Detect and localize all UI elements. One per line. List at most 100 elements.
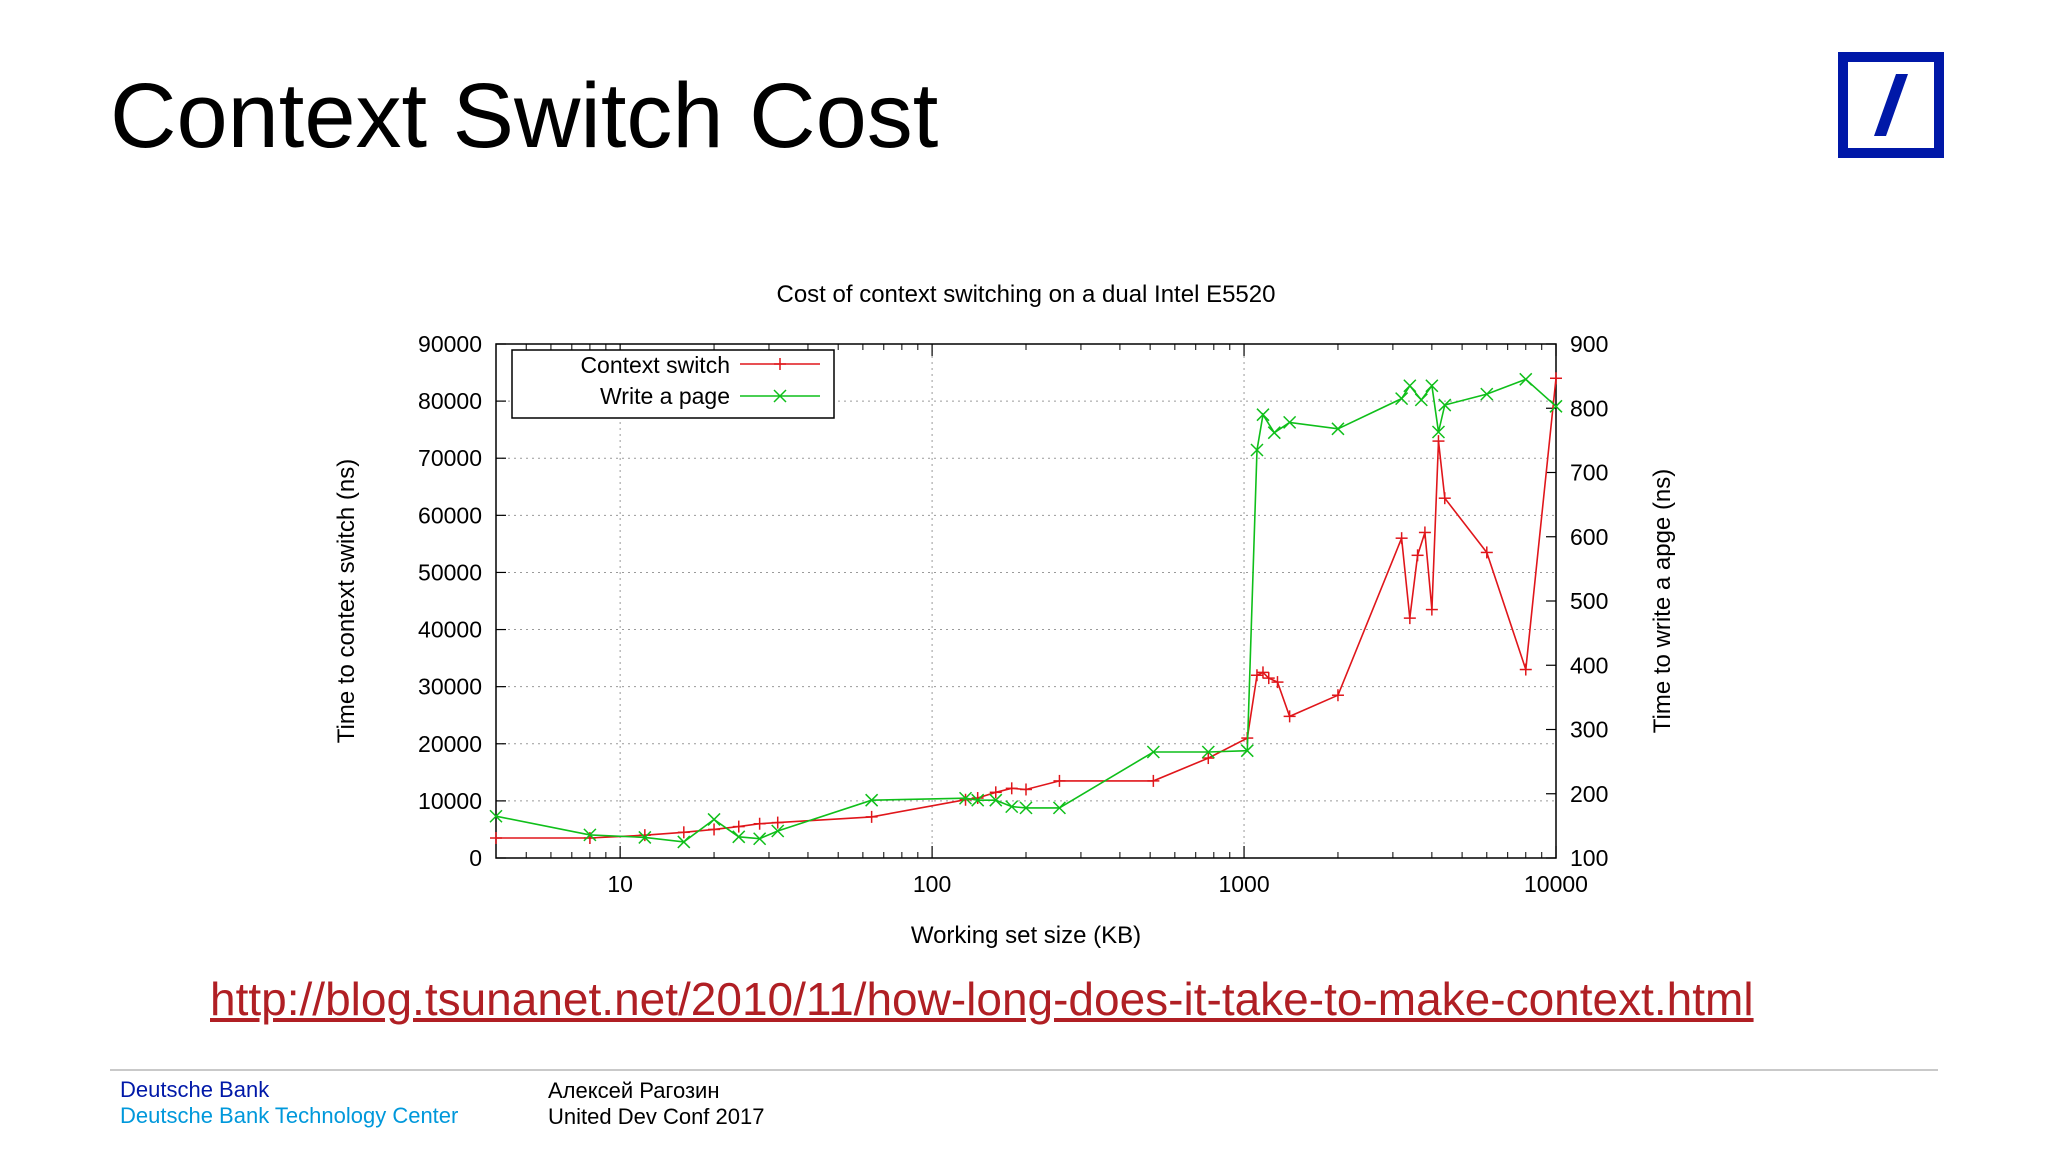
- data-point-write-a-page: [1256, 408, 1270, 422]
- y2-tick-label: 200: [1570, 781, 1608, 807]
- legend-marker-plus: [774, 358, 786, 370]
- y2-tick-label: 800: [1570, 395, 1608, 421]
- data-point-write-a-page: [959, 791, 973, 805]
- data-point-context-switch: [1147, 774, 1160, 787]
- legend-label-context-switch: Context switch: [580, 352, 730, 378]
- data-point-write-a-page: [1331, 422, 1345, 436]
- data-point-context-switch: [1053, 774, 1066, 787]
- footer-company: Deutsche Bank Deutsche Bank Technology C…: [120, 1077, 458, 1129]
- data-point-context-switch: [490, 832, 502, 845]
- footer-author-name: Алексей Рагозин: [548, 1078, 720, 1103]
- data-point-write-a-page: [1146, 745, 1160, 759]
- data-point-write-a-page: [1425, 379, 1439, 393]
- data-point-write-a-page: [1240, 744, 1254, 758]
- y2-tick-label: 900: [1570, 331, 1608, 357]
- y-tick-label: 80000: [418, 388, 482, 414]
- x-tick-label: 10: [607, 871, 633, 897]
- data-point-write-a-page: [1201, 745, 1215, 759]
- data-point-context-switch: [1438, 492, 1451, 505]
- grid: [496, 344, 1556, 858]
- x-tick-label: 100: [913, 871, 951, 897]
- data-point-write-a-page: [771, 824, 785, 838]
- footer-division: Deutsche Bank Technology Center: [120, 1103, 459, 1128]
- footer-author: Алексей Рагозин United Dev Conf 2017: [548, 1078, 764, 1130]
- data-point-write-a-page: [1395, 392, 1409, 406]
- data-point-context-switch: [771, 816, 784, 829]
- y2-tick-label: 700: [1570, 460, 1608, 486]
- data-point-context-switch: [1020, 783, 1032, 796]
- data-point-context-switch: [1283, 710, 1296, 723]
- data-point-write-a-page: [1403, 379, 1417, 393]
- series: [489, 372, 1563, 849]
- series-line-context-switch: [496, 378, 1557, 839]
- data-point-context-switch: [638, 829, 651, 842]
- chart: 0 10000 20000 30000 40000 50000 60000 70000 8000…: [333, 281, 1676, 949]
- data-point-context-switch: [1256, 666, 1269, 679]
- series-line-write-a-page: [495, 378, 1557, 843]
- x-axis-label: Working set size (KB): [911, 922, 1141, 949]
- data-point-context-switch: [708, 823, 721, 836]
- y-tick-label: 60000: [418, 502, 482, 528]
- data-point-context-switch: [1331, 689, 1344, 702]
- data-point-write-a-page: [1549, 399, 1563, 413]
- data-point-write-a-page: [1283, 415, 1297, 429]
- data-point-write-a-page: [1519, 372, 1533, 386]
- y2-tick-label: 300: [1570, 717, 1608, 743]
- data-point-write-a-page: [583, 828, 597, 842]
- data-point-context-switch: [1403, 612, 1416, 625]
- data-point-write-a-page: [1005, 800, 1019, 814]
- x-tick-label: 1000: [1218, 871, 1269, 897]
- data-point-context-switch: [1005, 782, 1018, 795]
- data-point-write-a-page: [677, 835, 691, 849]
- data-point-context-switch: [959, 793, 972, 806]
- data-point-context-switch: [677, 826, 690, 839]
- data-point-write-a-page: [1414, 393, 1428, 407]
- y-tick-label: 20000: [418, 731, 482, 757]
- data-point-context-switch: [971, 792, 984, 805]
- data-point-context-switch: [1250, 669, 1263, 682]
- plot-frame: [495, 343, 1557, 859]
- tick-labels: 0 10000 20000 30000 40000 50000 60000 70000 8000…: [418, 331, 1608, 897]
- data-point-write-a-page: [1431, 425, 1446, 439]
- data-point-write-a-page: [489, 809, 503, 823]
- data-point-context-switch: [1271, 676, 1284, 689]
- data-point-write-a-page: [1250, 443, 1264, 457]
- data-point-write-a-page: [732, 830, 746, 844]
- data-point-context-switch: [753, 817, 766, 830]
- y2-tick-label: 100: [1570, 845, 1608, 871]
- data-point-context-switch: [989, 786, 1002, 799]
- data-point-context-switch: [1480, 546, 1493, 559]
- data-point-write-a-page: [1267, 426, 1281, 440]
- axis-ticks: [495, 343, 1557, 859]
- deutsche-bank-logo-icon: [1838, 52, 1944, 158]
- data-point-write-a-page: [1438, 398, 1452, 412]
- legend: Context switch Write a page: [511, 349, 835, 419]
- legend-label-write-a-page: Write a page: [600, 383, 730, 409]
- data-point-context-switch: [1425, 603, 1438, 616]
- data-point-context-switch: [1411, 549, 1424, 562]
- x-tick-label: 10000: [1524, 871, 1588, 897]
- y2-axis-label: Time to write a apge (ns): [1649, 469, 1676, 734]
- data-point-context-switch: [732, 820, 745, 833]
- data-point-context-switch: [865, 810, 878, 823]
- data-point-write-a-page: [753, 832, 767, 846]
- slide-title: Context Switch Cost: [110, 65, 939, 167]
- data-point-write-a-page: [989, 793, 1003, 807]
- data-point-context-switch: [1519, 663, 1532, 676]
- y2-tick-label: 500: [1570, 588, 1608, 614]
- data-point-context-switch: [1395, 532, 1408, 545]
- legend-marker-cross: [773, 389, 787, 403]
- source-link[interactable]: http://blog.tsunanet.net/2010/11/how-lon…: [210, 973, 1754, 1025]
- data-point-write-a-page: [1052, 801, 1066, 815]
- data-point-write-a-page: [1019, 801, 1033, 815]
- data-point-write-a-page: [638, 830, 652, 844]
- y-tick-label: 10000: [418, 788, 482, 814]
- data-point-context-switch: [1262, 672, 1275, 685]
- y2-tick-label: 600: [1570, 524, 1608, 550]
- chart-title: Cost of context switching on a dual Inte…: [777, 281, 1276, 308]
- y2-tick-label: 400: [1570, 652, 1608, 678]
- footer-event: United Dev Conf 2017: [548, 1104, 765, 1129]
- data-point-write-a-page: [865, 793, 879, 807]
- y-tick-label: 70000: [418, 445, 482, 471]
- y-tick-label: 50000: [418, 559, 482, 585]
